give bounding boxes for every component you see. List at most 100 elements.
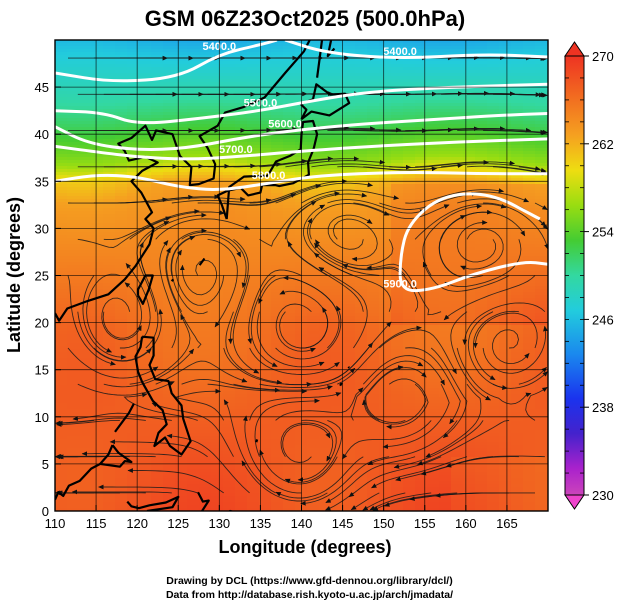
streamline (456, 220, 497, 263)
coastline (126, 495, 180, 511)
streamline (318, 267, 368, 349)
x-axis-label: Longitude (degrees) (218, 537, 391, 557)
x-tick-label: 145 (332, 516, 354, 531)
streamline (93, 308, 164, 362)
streamline (466, 165, 548, 176)
streamline (534, 202, 548, 210)
contour-label: 5800.0 (252, 170, 286, 182)
coastline (326, 40, 336, 58)
streamline (482, 325, 548, 374)
streamline (337, 325, 422, 385)
streamline (247, 269, 302, 344)
streamline (386, 378, 429, 430)
streamline (518, 166, 547, 173)
x-tick-label: 160 (455, 516, 477, 531)
coastline (347, 366, 350, 369)
colorbar-tick-label: 230 (592, 488, 614, 503)
streamline (232, 275, 260, 374)
streamline (314, 242, 406, 276)
streamline (301, 127, 402, 133)
streamline (259, 367, 356, 388)
grid-lines (55, 40, 548, 511)
streamline (422, 204, 483, 276)
streamline (275, 456, 364, 499)
streamline (207, 238, 238, 328)
y-tick-label: 0 (42, 504, 49, 519)
streamline (350, 492, 380, 511)
streamline (223, 183, 322, 206)
chart-title: GSM 06Z23Oct2025 (500.0hPa) (145, 6, 465, 31)
coastline (198, 257, 206, 266)
coastline (55, 40, 311, 322)
streamline (444, 239, 522, 288)
streamline (415, 160, 515, 168)
streamline (350, 360, 424, 421)
streamline (249, 178, 348, 204)
colorbar-ticks: 230 238 246 254 262 270 (565, 49, 614, 503)
streamline (353, 202, 450, 220)
streamline (348, 456, 442, 498)
streamline (389, 160, 489, 169)
streamline (71, 489, 172, 495)
streamline (275, 303, 316, 353)
streamline (483, 202, 548, 250)
streamline (369, 492, 432, 511)
streamline (77, 216, 172, 248)
streamline (382, 383, 450, 449)
streamline (307, 217, 380, 276)
streamline (159, 240, 177, 349)
streamline (67, 347, 159, 379)
coastline (197, 491, 210, 511)
colorbar: 230 238 246 254 262 270 (564, 41, 614, 510)
x-tick-label: 165 (496, 516, 518, 531)
streamline (430, 347, 468, 438)
streamline (129, 314, 191, 385)
y-tick-label: 35 (35, 174, 49, 189)
y-tick-label: 20 (35, 316, 49, 331)
streamline (460, 228, 504, 271)
streamline (297, 419, 337, 482)
coastline (339, 382, 343, 387)
streamline (56, 419, 120, 427)
streamline (327, 199, 426, 215)
credit-drawing: Drawing by DCL (https://www.gfd-dennou.o… (166, 575, 453, 587)
streamline (151, 402, 234, 457)
streamline (101, 297, 142, 341)
coastline (134, 335, 192, 456)
contour-label: 5400.0 (383, 46, 417, 58)
y-tick-label: 15 (35, 363, 49, 378)
streamline (325, 456, 416, 504)
y-axis: 0 5 10 15 20 25 30 35 40 45 (35, 80, 61, 519)
streamline (462, 302, 546, 345)
contour-label: 5700.0 (219, 144, 253, 156)
y-tick-label: 10 (35, 410, 49, 425)
streamline (275, 305, 342, 360)
colorbar-tick-label: 254 (592, 225, 614, 240)
streamline (315, 239, 394, 267)
streamline (77, 381, 175, 396)
x-tick-label: 130 (208, 516, 230, 531)
colorbar-tick-label: 270 (592, 49, 614, 64)
streamline (450, 311, 492, 401)
streamline (441, 163, 541, 171)
streamline (166, 228, 207, 312)
streamline (119, 194, 220, 204)
streamline (518, 92, 547, 98)
colorbar-tick-label: 246 (592, 312, 614, 327)
height-contour (55, 171, 548, 191)
streamline (425, 383, 482, 458)
streamline (473, 312, 538, 349)
streamline (233, 156, 334, 168)
streamline (405, 188, 505, 204)
y-tick-label: 5 (42, 457, 49, 472)
streamline (417, 419, 510, 466)
x-tick-label: 120 (126, 516, 148, 531)
x-axis: 110 115 120 125 130 135 140 145 150 155 160 165 (45, 505, 518, 531)
streamline (282, 423, 331, 463)
streamline (102, 282, 143, 339)
y-axis-label: Latitude (degrees) (4, 197, 24, 353)
streamline (492, 329, 530, 365)
streamline (250, 275, 278, 367)
streamline (55, 417, 146, 426)
